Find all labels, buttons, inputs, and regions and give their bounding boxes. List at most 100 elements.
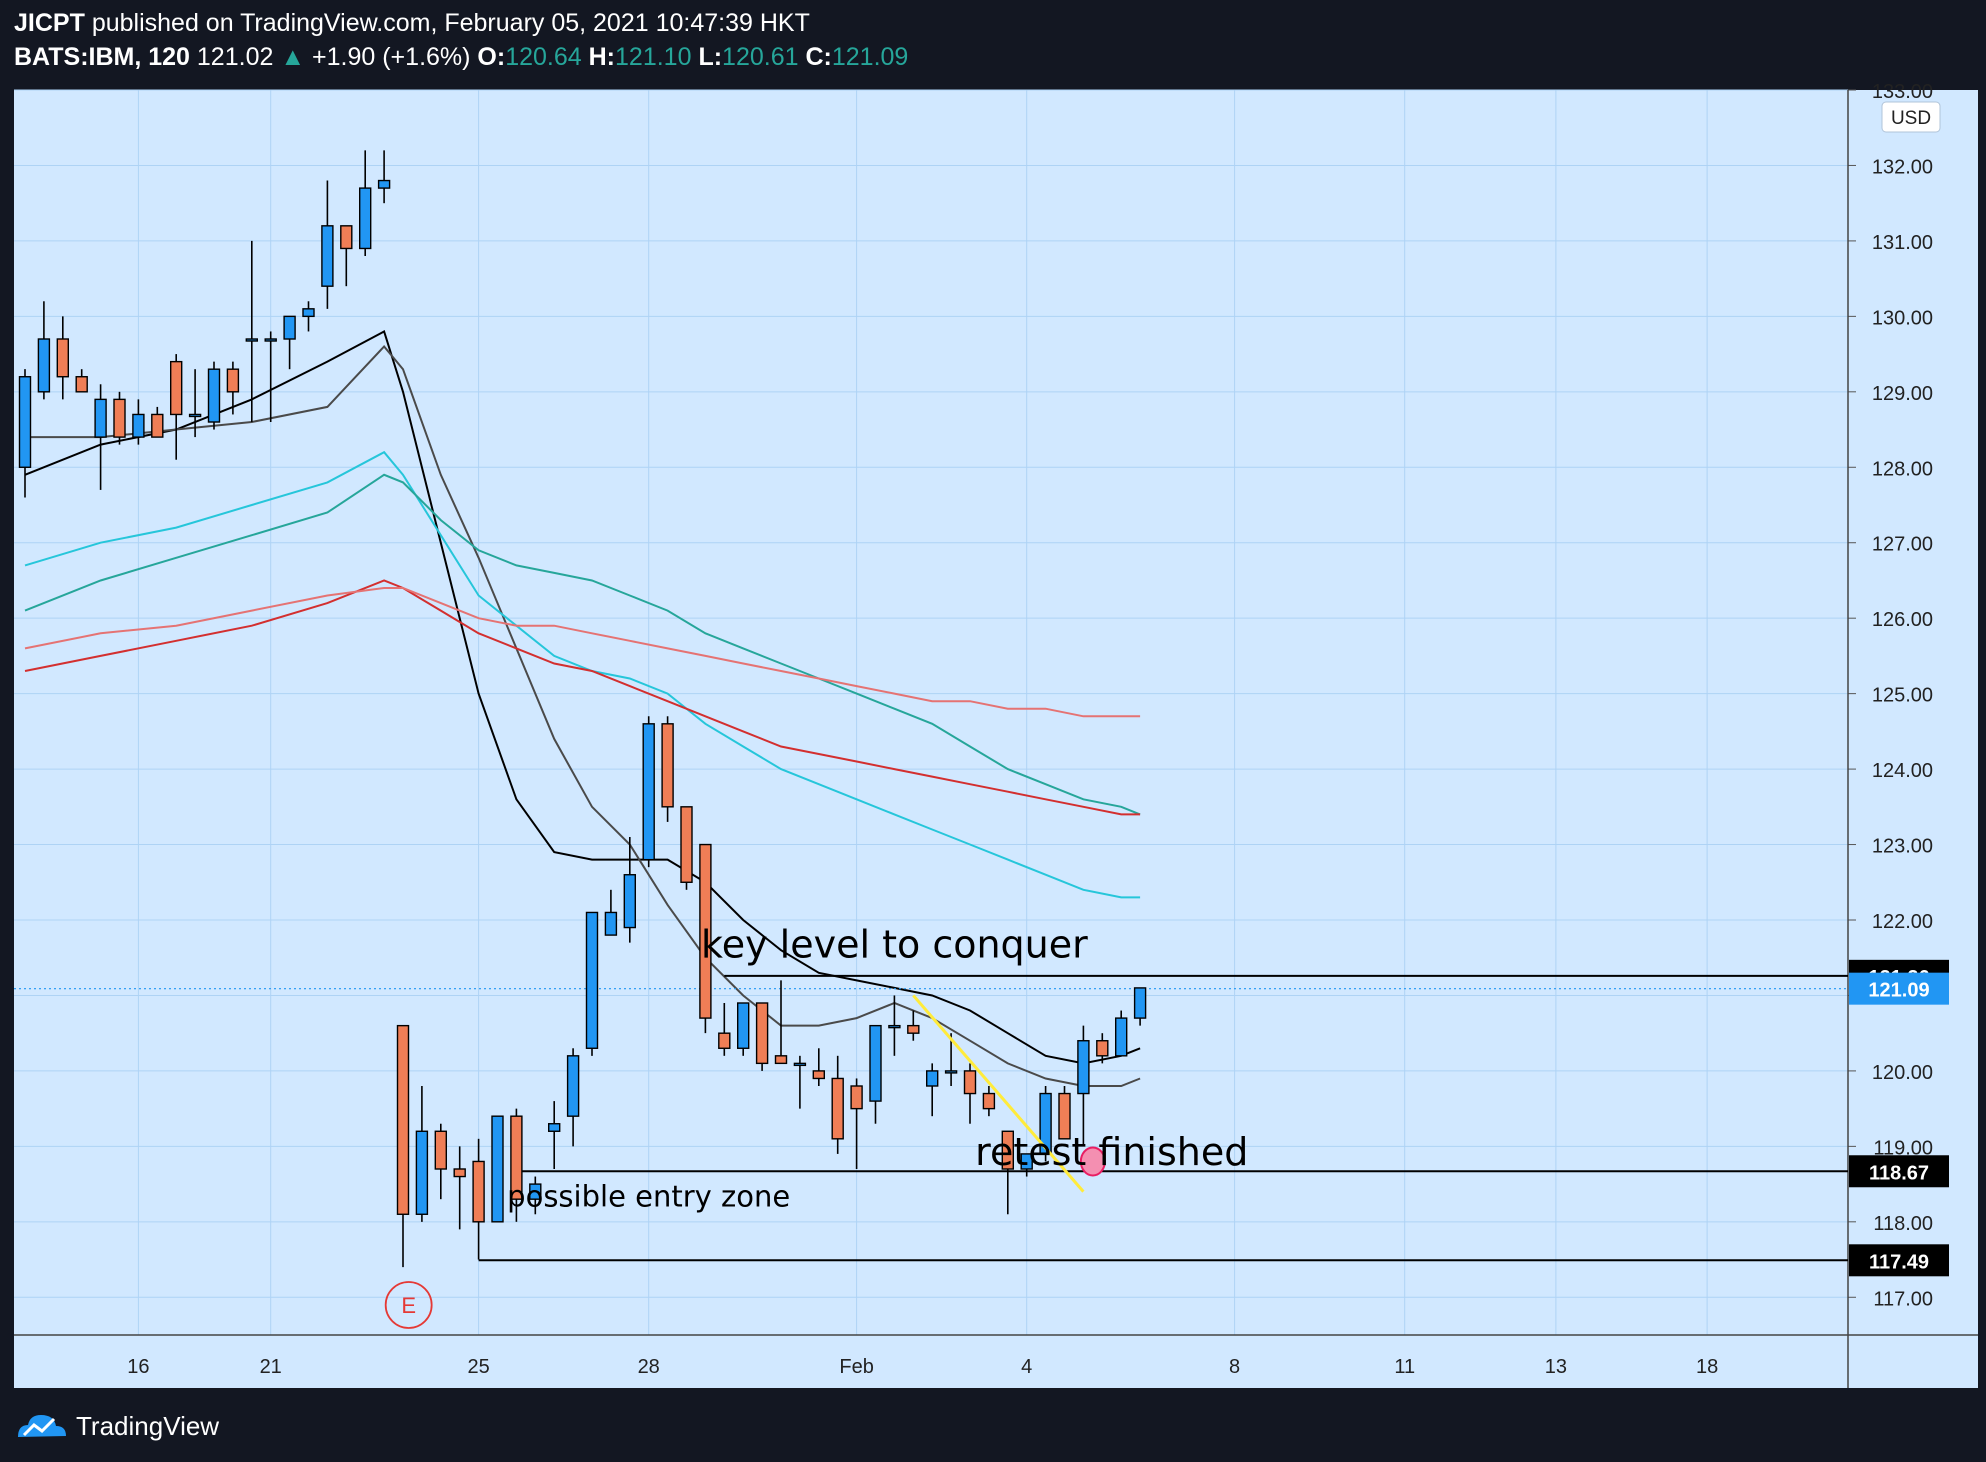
earnings-marker-label: E [401, 1293, 416, 1318]
price-chart[interactable]: 117.00118.00119.00120.00121.00122.00123.… [0, 0, 1986, 1400]
candle[interactable] [755, 1002, 769, 1071]
level-price-label: 117.49 [1869, 1251, 1929, 1273]
candle[interactable] [321, 180, 334, 309]
currency-badge[interactable] [1881, 101, 1941, 133]
candle[interactable] [491, 1115, 504, 1223]
candle[interactable] [982, 1086, 996, 1117]
candle[interactable] [472, 1138, 485, 1260]
time-axis[interactable] [14, 1335, 1848, 1388]
candle[interactable] [283, 315, 296, 370]
footer-brand[interactable]: TradingView [76, 1410, 220, 1441]
candle[interactable] [207, 361, 221, 430]
annotation-text[interactable]: key level to conquer [701, 923, 1088, 967]
candle[interactable] [302, 301, 315, 332]
candle[interactable] [396, 1024, 410, 1268]
candle[interactable] [869, 1024, 882, 1124]
candle[interactable] [151, 406, 164, 438]
candle[interactable] [680, 806, 693, 890]
candle-body [94, 398, 107, 438]
candle[interactable] [37, 301, 51, 400]
candle[interactable] [888, 995, 901, 1056]
candle[interactable] [1077, 1025, 1090, 1147]
candle[interactable] [944, 1033, 958, 1086]
candle[interactable] [510, 1108, 523, 1222]
candle[interactable] [1001, 1130, 1014, 1215]
earnings-marker-circle[interactable] [384, 1281, 433, 1329]
candle[interactable] [737, 1002, 750, 1056]
candle[interactable] [94, 384, 107, 490]
candle[interactable] [699, 843, 712, 1034]
candle-body [642, 723, 655, 861]
candle[interactable] [831, 1055, 844, 1154]
candle[interactable] [377, 150, 391, 204]
candle[interactable] [1096, 1033, 1109, 1064]
candle[interactable] [1133, 987, 1147, 1026]
candle[interactable] [226, 361, 240, 415]
candle-body [132, 413, 145, 438]
candle-body [188, 413, 202, 418]
price-tick-label: 120.00 [1872, 1062, 1933, 1084]
ema-line [25, 344, 1141, 1087]
annotation-text[interactable]: retest finished [975, 1130, 1248, 1174]
trendline[interactable] [912, 994, 1085, 1193]
candle[interactable] [169, 354, 183, 460]
level-price-label-bg [1849, 1155, 1949, 1188]
candle[interactable] [793, 1055, 807, 1109]
candle[interactable] [850, 1078, 863, 1169]
candle[interactable] [264, 331, 277, 422]
author-name[interactable]: JICPT [14, 9, 85, 37]
candle[interactable] [245, 240, 259, 422]
candle-body [661, 723, 674, 808]
candle[interactable] [548, 1101, 561, 1169]
candle[interactable] [340, 225, 353, 287]
candle[interactable] [963, 1063, 977, 1124]
candle[interactable] [359, 150, 372, 256]
candle[interactable] [907, 1010, 920, 1041]
open-label: O: [477, 43, 506, 71]
candle[interactable] [604, 889, 618, 936]
candle[interactable] [453, 1146, 466, 1230]
candle[interactable] [566, 1048, 580, 1147]
candle[interactable] [75, 369, 88, 393]
retest-marker[interactable] [1079, 1146, 1106, 1177]
candle-body [37, 338, 51, 393]
candle[interactable] [623, 837, 636, 943]
candle[interactable] [415, 1086, 429, 1222]
candle[interactable] [642, 716, 655, 868]
candle[interactable] [1114, 1010, 1128, 1057]
candle-body [623, 874, 636, 929]
price-tick-label: 131.00 [1872, 232, 1933, 254]
price-axis[interactable] [1848, 90, 1978, 1388]
annotation-text[interactable]: possible entry zone [507, 1180, 790, 1214]
candle-body [566, 1055, 580, 1117]
low-label: L: [698, 43, 723, 71]
candle-body [340, 225, 353, 250]
candle-body [377, 179, 391, 189]
candle-body [226, 368, 240, 393]
candle[interactable] [113, 391, 126, 445]
candle[interactable] [56, 316, 69, 400]
candle[interactable] [1020, 1153, 1033, 1177]
candle[interactable] [1058, 1086, 1071, 1140]
candle[interactable] [774, 980, 788, 1065]
candle[interactable] [529, 1176, 542, 1215]
candle[interactable] [18, 369, 32, 498]
price-tick-label: 125.00 [1872, 685, 1933, 707]
ema-line [24, 587, 1141, 718]
candle-body [982, 1092, 996, 1110]
candle-body [151, 413, 164, 438]
candle-body [831, 1077, 844, 1140]
candle[interactable] [718, 1003, 731, 1056]
close-label: C: [805, 43, 832, 71]
candle[interactable] [812, 1048, 825, 1086]
tradingview-logo-icon[interactable] [14, 1409, 68, 1443]
time-tick-label: Feb [839, 1356, 873, 1378]
candle[interactable] [132, 399, 145, 445]
candle[interactable] [926, 1063, 939, 1117]
candle-body [737, 1002, 750, 1049]
candle[interactable] [188, 369, 202, 438]
candle[interactable] [585, 911, 599, 1056]
candle[interactable] [661, 716, 674, 822]
candle[interactable] [434, 1123, 447, 1200]
last-price-label-bg [1849, 972, 1949, 1005]
